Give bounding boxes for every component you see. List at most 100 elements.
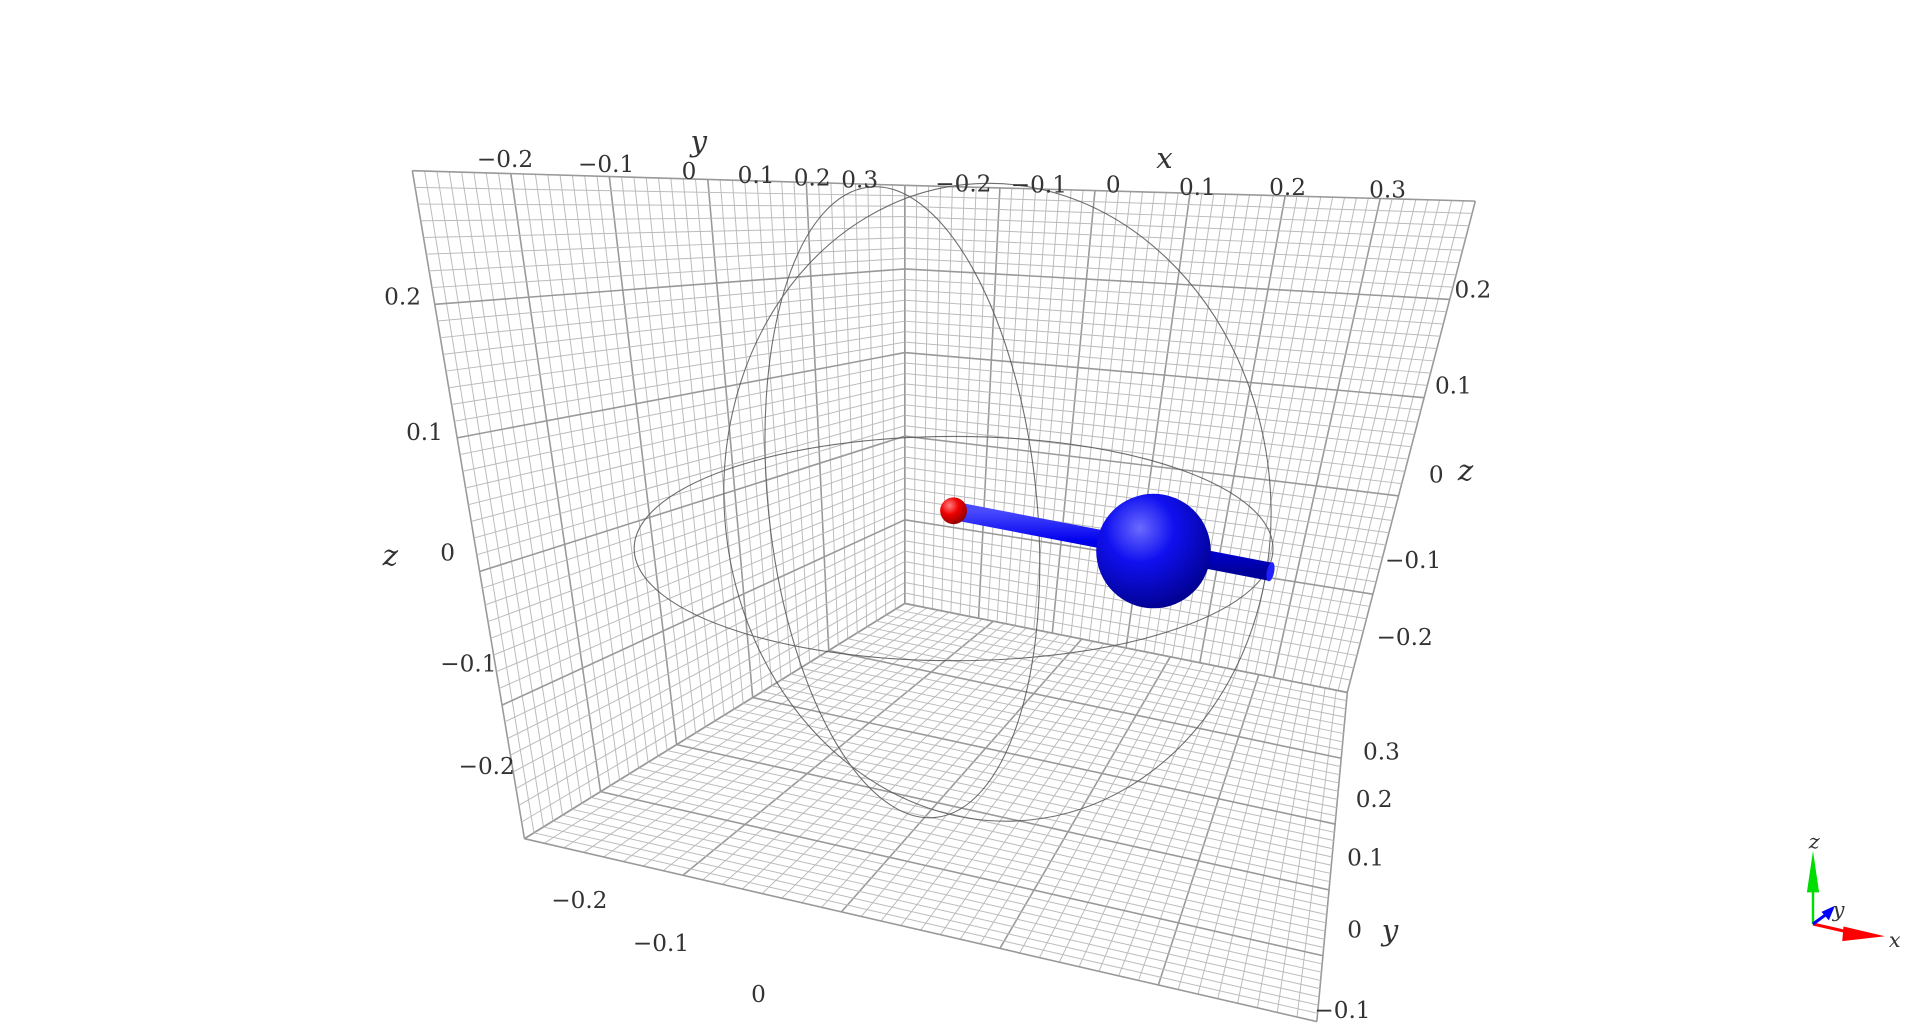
- grid-line: [515, 571, 906, 790]
- grid-line: [465, 383, 905, 489]
- grid-line: [904, 247, 1457, 276]
- grid-line: [499, 508, 905, 689]
- grid-line: [819, 655, 1341, 767]
- tick-labels: −0.2 −0.1 0 0.1 0.2 0.3 −0.2 −0.1 0 0.1 …: [384, 147, 1491, 1024]
- tick-y-top: −0.2: [477, 147, 533, 173]
- grid-line: [412, 169, 905, 187]
- grid-line: [504, 529, 906, 723]
- axis-title-z-right: z: [1457, 453, 1474, 487]
- grid-line: [904, 299, 1441, 337]
- grid-line: [647, 761, 1327, 916]
- grid-line: [895, 608, 1347, 702]
- grid-line: [904, 383, 1415, 435]
- grid-line: [445, 310, 905, 372]
- grid-line: [490, 477, 905, 639]
- equator-ring: [633, 435, 1274, 662]
- grid-line: [904, 582, 1354, 669]
- grid-line: [705, 726, 1332, 866]
- grid-line: [543, 826, 1319, 1006]
- grid-line: [676, 743, 1330, 891]
- axis-title-x-top: x: [1156, 141, 1173, 175]
- axis-title-y-bottom: y: [1380, 913, 1399, 947]
- grid-line: [904, 216, 1466, 239]
- grid-line: [510, 550, 906, 756]
- grid-line: [423, 226, 905, 238]
- grid-line: [429, 247, 905, 272]
- small-red-sphere: [940, 497, 967, 525]
- grid-line: [904, 602, 1348, 694]
- triad-y-arrow-icon: [1821, 905, 1835, 921]
- wireframe-sphere: [633, 182, 1274, 822]
- grid-line: [666, 750, 1329, 899]
- floor-grid: [524, 602, 1349, 1023]
- grid-line: [904, 435, 1399, 497]
- tick-z-left: 0.2: [384, 285, 421, 311]
- grid-line: [904, 414, 1405, 472]
- grid-line: [581, 802, 1322, 973]
- rod-end-cap: [1266, 562, 1275, 582]
- grid-line: [685, 738, 1330, 883]
- grid-line: [476, 425, 905, 556]
- grid-line: [904, 341, 1428, 386]
- orientation-triad: z y x: [1806, 829, 1901, 952]
- grid-line: [426, 237, 905, 255]
- grid-line: [487, 467, 905, 623]
- grid-line: [628, 773, 1326, 932]
- grid-line: [454, 341, 905, 422]
- grid-line: [552, 820, 1320, 998]
- grid-walls: [411, 169, 1477, 1023]
- grid-line: [434, 268, 905, 306]
- grid-line: [493, 487, 905, 656]
- tick-z-left: 0: [440, 541, 455, 567]
- tick-y-bottom: 0.1: [1347, 846, 1384, 872]
- grid-line: [904, 372, 1418, 423]
- grid-line: [462, 372, 905, 472]
- tick-x-top: −0.2: [935, 171, 991, 197]
- grid-line: [473, 414, 905, 539]
- grid-line: [420, 216, 905, 222]
- grid-line: [496, 498, 905, 673]
- tick-y-bottom: 0: [1347, 917, 1362, 943]
- tick-y-top: 0: [682, 159, 697, 185]
- tick-z-right: −0.1: [1385, 548, 1441, 574]
- grid-line: [485, 456, 905, 606]
- tick-x-bottom: −0.1: [633, 931, 689, 957]
- grid-line: [513, 561, 906, 773]
- tick-z-right: 0.2: [1454, 277, 1491, 303]
- tick-x-top: 0: [1106, 173, 1121, 199]
- grid-line: [904, 278, 1447, 313]
- grid-line: [482, 446, 905, 589]
- tick-z-right: 0.1: [1435, 374, 1472, 400]
- grid-line: [619, 779, 1325, 940]
- grid-line: [790, 673, 1339, 792]
- triad-z-label: z: [1808, 829, 1821, 853]
- pendulum-model[interactable]: [940, 493, 1276, 609]
- tick-x-top: 0.2: [1269, 175, 1306, 201]
- tick-y-top: −0.1: [578, 152, 634, 178]
- tick-z-left: 0.1: [406, 420, 443, 446]
- grid-line: [752, 696, 1336, 825]
- grid-line: [904, 571, 1358, 657]
- tick-y-top: 0.3: [841, 168, 878, 194]
- tick-y-top: 0.1: [738, 163, 775, 189]
- tick-z-left: −0.2: [459, 754, 515, 780]
- tick-z-right: −0.2: [1376, 625, 1432, 651]
- large-blue-sphere: [1096, 493, 1211, 609]
- grid-line: [451, 331, 905, 405]
- grid-line: [501, 519, 906, 706]
- grid-line: [571, 808, 1321, 981]
- tick-y-bottom: 0.2: [1356, 787, 1393, 813]
- grid-line: [479, 435, 906, 573]
- grid-line: [857, 632, 1344, 735]
- grid-line: [904, 226, 1463, 251]
- tick-x-top: −0.1: [1011, 173, 1067, 199]
- grid-line: [904, 404, 1409, 460]
- grid-line: [904, 310, 1437, 350]
- grid-line: [771, 685, 1337, 809]
- grid-line: [533, 832, 1318, 1014]
- tick-y-bottom: 0.3: [1363, 739, 1400, 765]
- triad-z-arrow-icon: [1806, 850, 1820, 893]
- grid-line: [904, 393, 1412, 448]
- grid-line: [800, 667, 1340, 784]
